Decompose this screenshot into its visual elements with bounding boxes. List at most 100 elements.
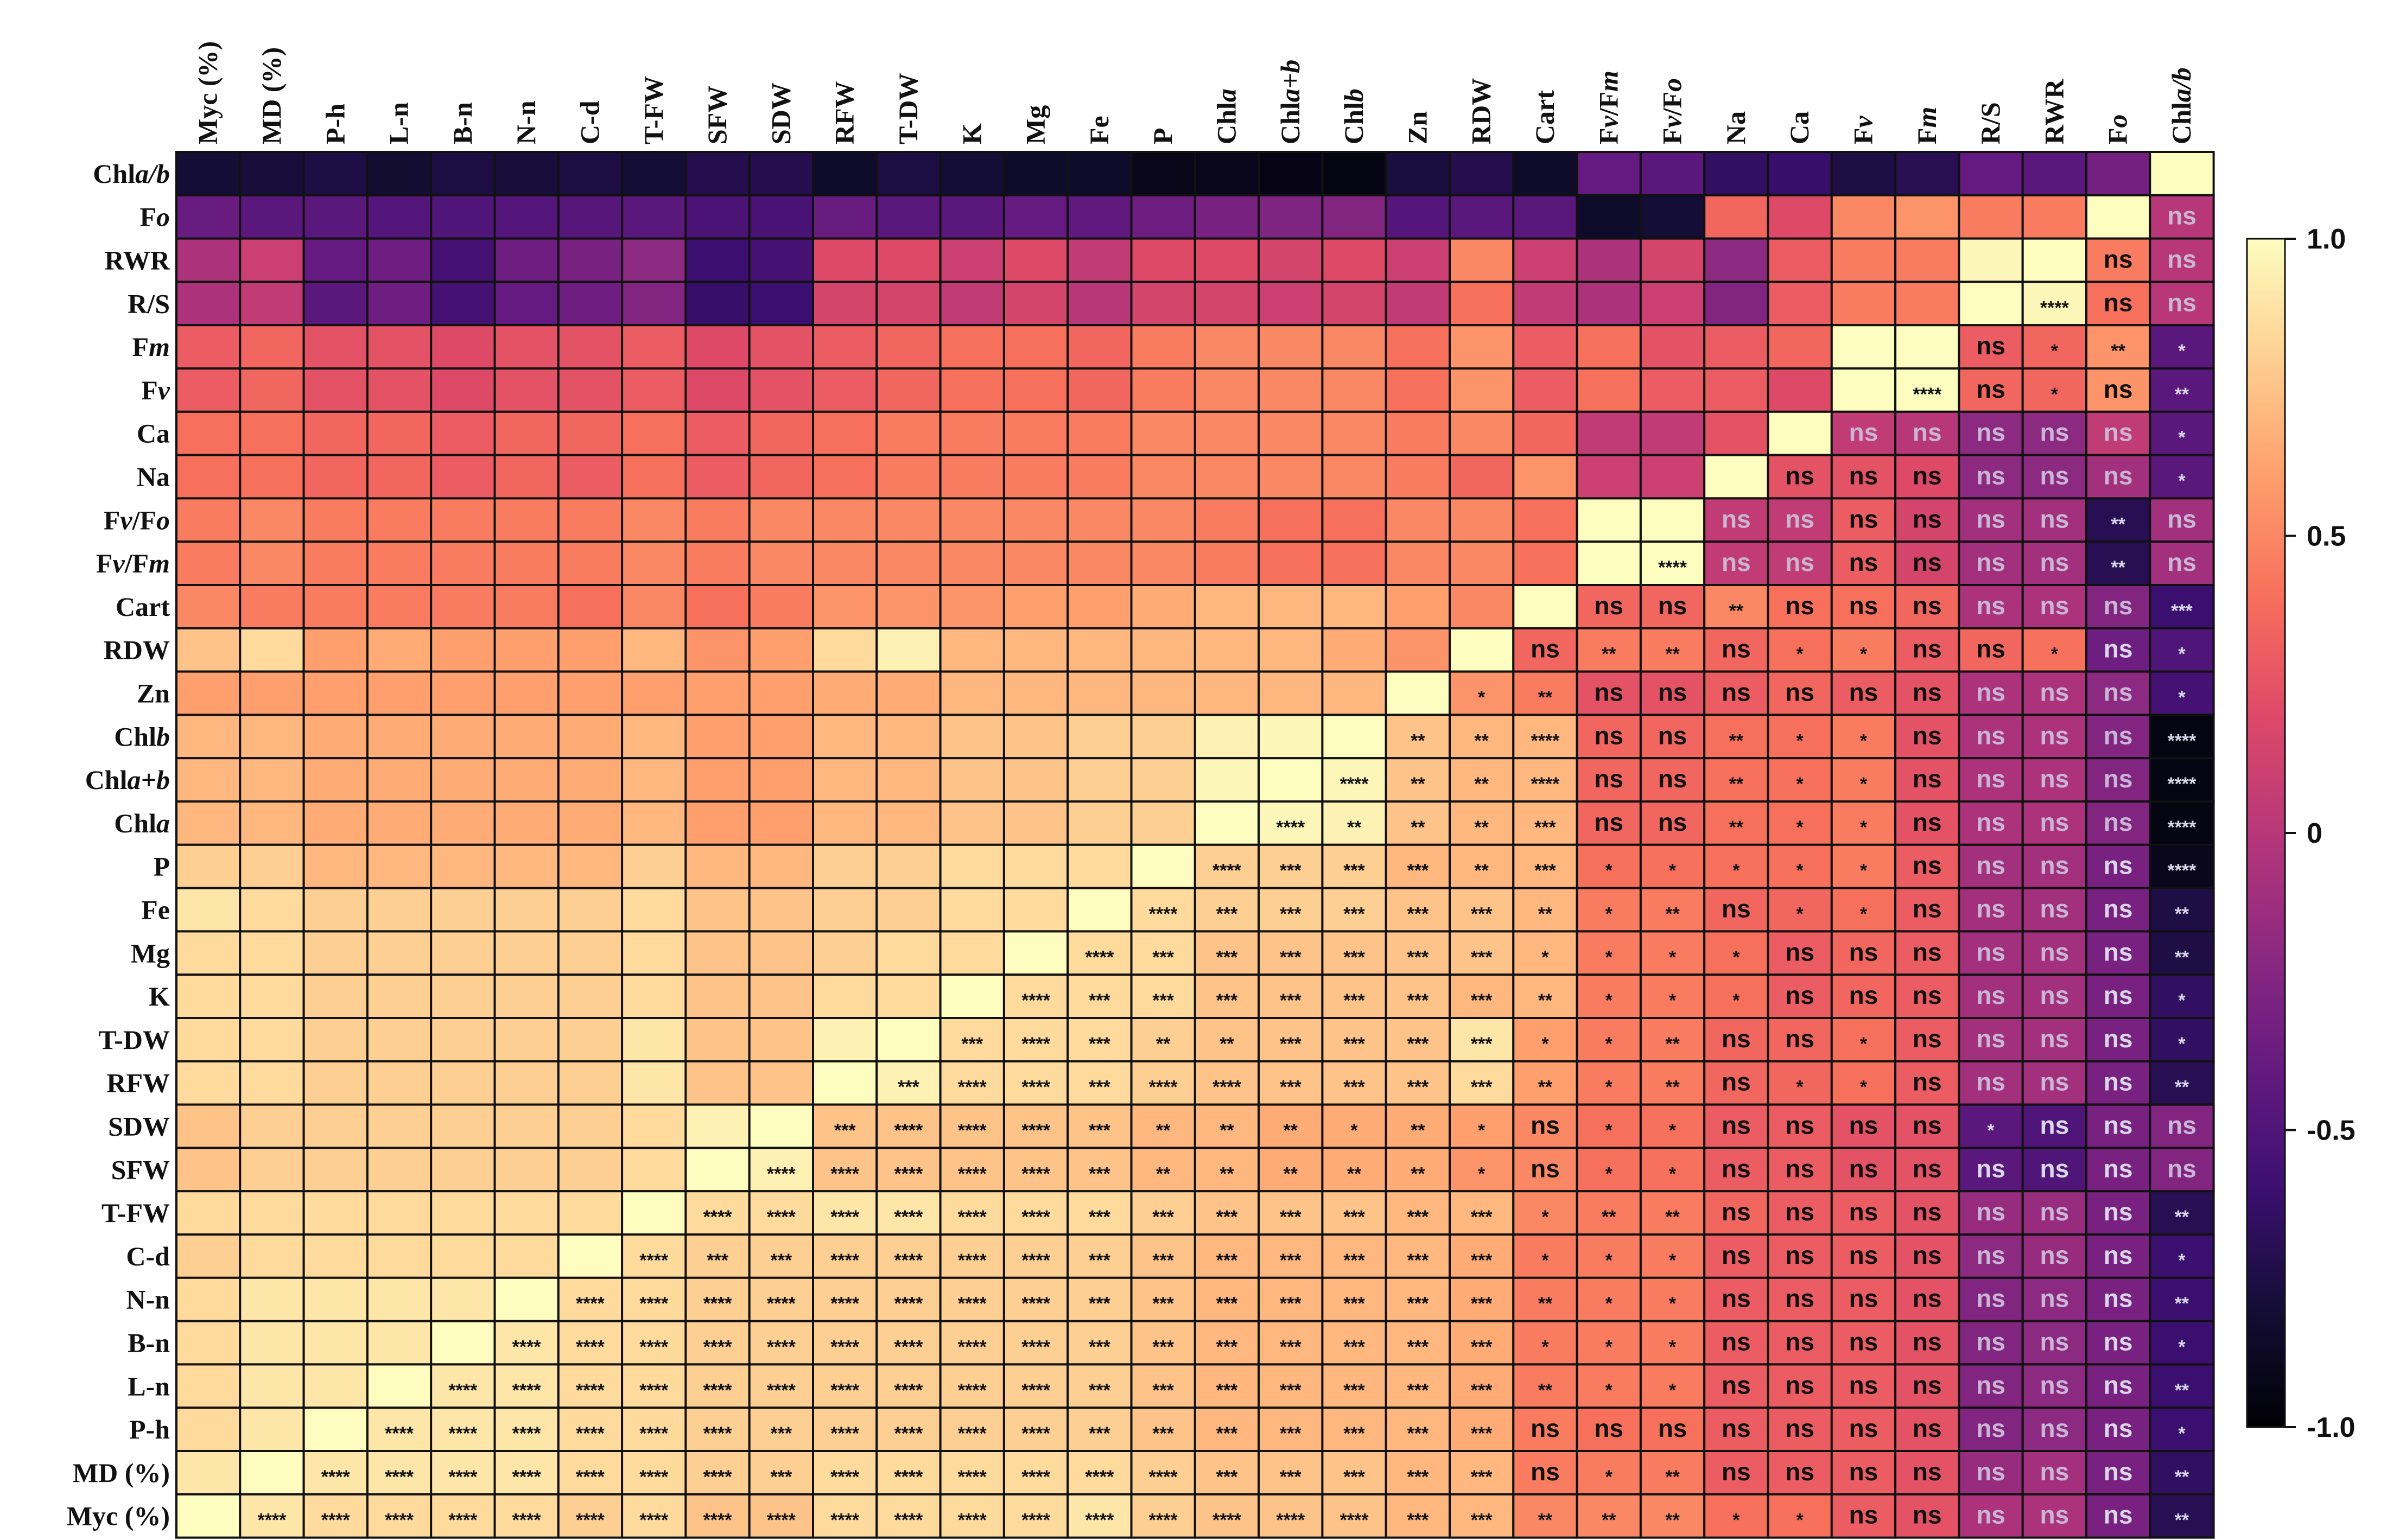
heatmap-cell (1385, 367, 1451, 413)
heatmap-cell (1894, 670, 1960, 716)
heatmap-cell (684, 627, 751, 673)
heatmap-cell (1449, 367, 1515, 413)
significance-label: * (2051, 341, 2059, 361)
heatmap-cell (812, 237, 878, 283)
significance-label: ns (1976, 418, 2005, 447)
heatmap-cell (1066, 1407, 1133, 1452)
significance-label: ns (2040, 505, 2069, 533)
significance-label: **** (894, 1250, 923, 1271)
heatmap-cell (875, 930, 942, 976)
heatmap-cell (1130, 281, 1196, 327)
significance-label: *** (1471, 1337, 1493, 1358)
heatmap-cell (812, 540, 878, 587)
heatmap-cell (939, 1060, 1005, 1106)
heatmap-cell (366, 497, 433, 543)
heatmap-cell (430, 843, 496, 889)
heatmap-cell (1576, 1190, 1642, 1236)
significance-label: ns (1722, 1241, 1751, 1269)
heatmap-cell (493, 584, 560, 629)
heatmap-cell (1703, 497, 1769, 543)
significance-label: **** (958, 1337, 987, 1358)
heatmap-cell (1194, 194, 1260, 240)
significance-label: ns (2104, 1198, 2133, 1226)
heatmap-cell (1512, 627, 1578, 673)
significance-label: *** (1089, 1207, 1110, 1227)
heatmap-cell (1130, 237, 1196, 283)
significance-label: ns (2040, 1198, 2069, 1226)
heatmap-cell (1576, 973, 1642, 1019)
significance-label: * (1605, 1163, 1613, 1184)
significance-label: *** (1407, 947, 1429, 968)
significance-label: ** (1220, 1163, 1234, 1184)
heatmap-cell (684, 800, 751, 846)
heatmap-cell (1703, 584, 1769, 629)
heatmap-cell (1512, 887, 1578, 933)
heatmap-cell (239, 497, 305, 543)
heatmap-cell (1639, 540, 1706, 587)
heatmap-cell (812, 887, 878, 933)
significance-label: *** (1343, 904, 1365, 925)
significance-label: ns (1594, 591, 1623, 620)
heatmap-cell (2149, 930, 2215, 976)
significance-label: **** (830, 1510, 860, 1531)
significance-label: ns (1722, 1284, 1751, 1313)
heatmap-cell (1002, 1407, 1069, 1452)
heatmap-cell (493, 367, 560, 413)
significance-label: ns (2104, 1414, 2133, 1442)
significance-label: ns (1976, 765, 2005, 793)
heatmap-cell (1385, 281, 1451, 327)
significance-label: * (1605, 1077, 1613, 1098)
heatmap-cell (621, 281, 687, 327)
heatmap-cell (1958, 973, 2024, 1019)
heatmap-cell (1512, 843, 1578, 889)
heatmap-cell (1258, 324, 1324, 370)
heatmap-cell (1130, 324, 1196, 370)
significance-label: ns (1785, 1198, 1814, 1226)
x-tick-label: Zn (1402, 111, 1432, 144)
significance-label: **** (958, 1423, 987, 1444)
heatmap-cell (493, 843, 560, 889)
heatmap-cell (939, 281, 1005, 327)
x-tick-label: K (956, 123, 987, 144)
significance-label: ns (1722, 1111, 1751, 1140)
heatmap-cell (1385, 237, 1451, 283)
significance-label: *** (1216, 947, 1238, 968)
heatmap-cell (1321, 714, 1387, 760)
heatmap-cell (239, 670, 305, 716)
heatmap-cell (366, 1276, 433, 1322)
heatmap-cell (812, 1060, 878, 1106)
heatmap-cell (1767, 1276, 1833, 1322)
significance-label: *** (1280, 1207, 1302, 1227)
heatmap-cell (812, 410, 878, 456)
heatmap-cell (1576, 843, 1642, 889)
heatmap-cell (1258, 497, 1324, 543)
heatmap-cell (1449, 324, 1515, 370)
significance-label: *** (1152, 1207, 1174, 1227)
heatmap-cell (1512, 1060, 1578, 1106)
significance-label: *** (1280, 1380, 1302, 1401)
significance-label: ns (2104, 462, 2133, 490)
heatmap-cell (430, 237, 496, 283)
heatmap-cell (1894, 1493, 1960, 1539)
significance-label: *** (770, 1423, 792, 1444)
heatmap-cell (1894, 194, 1960, 240)
heatmap-cell (557, 887, 624, 933)
heatmap-cell (812, 324, 878, 370)
heatmap-cell (557, 714, 624, 760)
heatmap-cell (2149, 1363, 2215, 1409)
heatmap-cell (1894, 151, 1960, 196)
heatmap-cell (1767, 1450, 1833, 1496)
heatmap-cell (175, 973, 242, 1019)
heatmap-cell (302, 1060, 369, 1106)
heatmap-cell (1130, 627, 1196, 673)
heatmap-cell (748, 757, 814, 803)
significance-label: ns (2104, 808, 2133, 836)
significance-label: ns (2040, 1241, 2069, 1269)
heatmap-cell (1130, 800, 1196, 846)
heatmap-cell (557, 843, 624, 889)
significance-label: *** (1343, 947, 1365, 968)
significance-label: ** (1284, 1163, 1298, 1184)
significance-label: * (1860, 904, 1868, 925)
significance-label: ** (1602, 644, 1616, 665)
x-tick-label: N-n (511, 100, 541, 144)
